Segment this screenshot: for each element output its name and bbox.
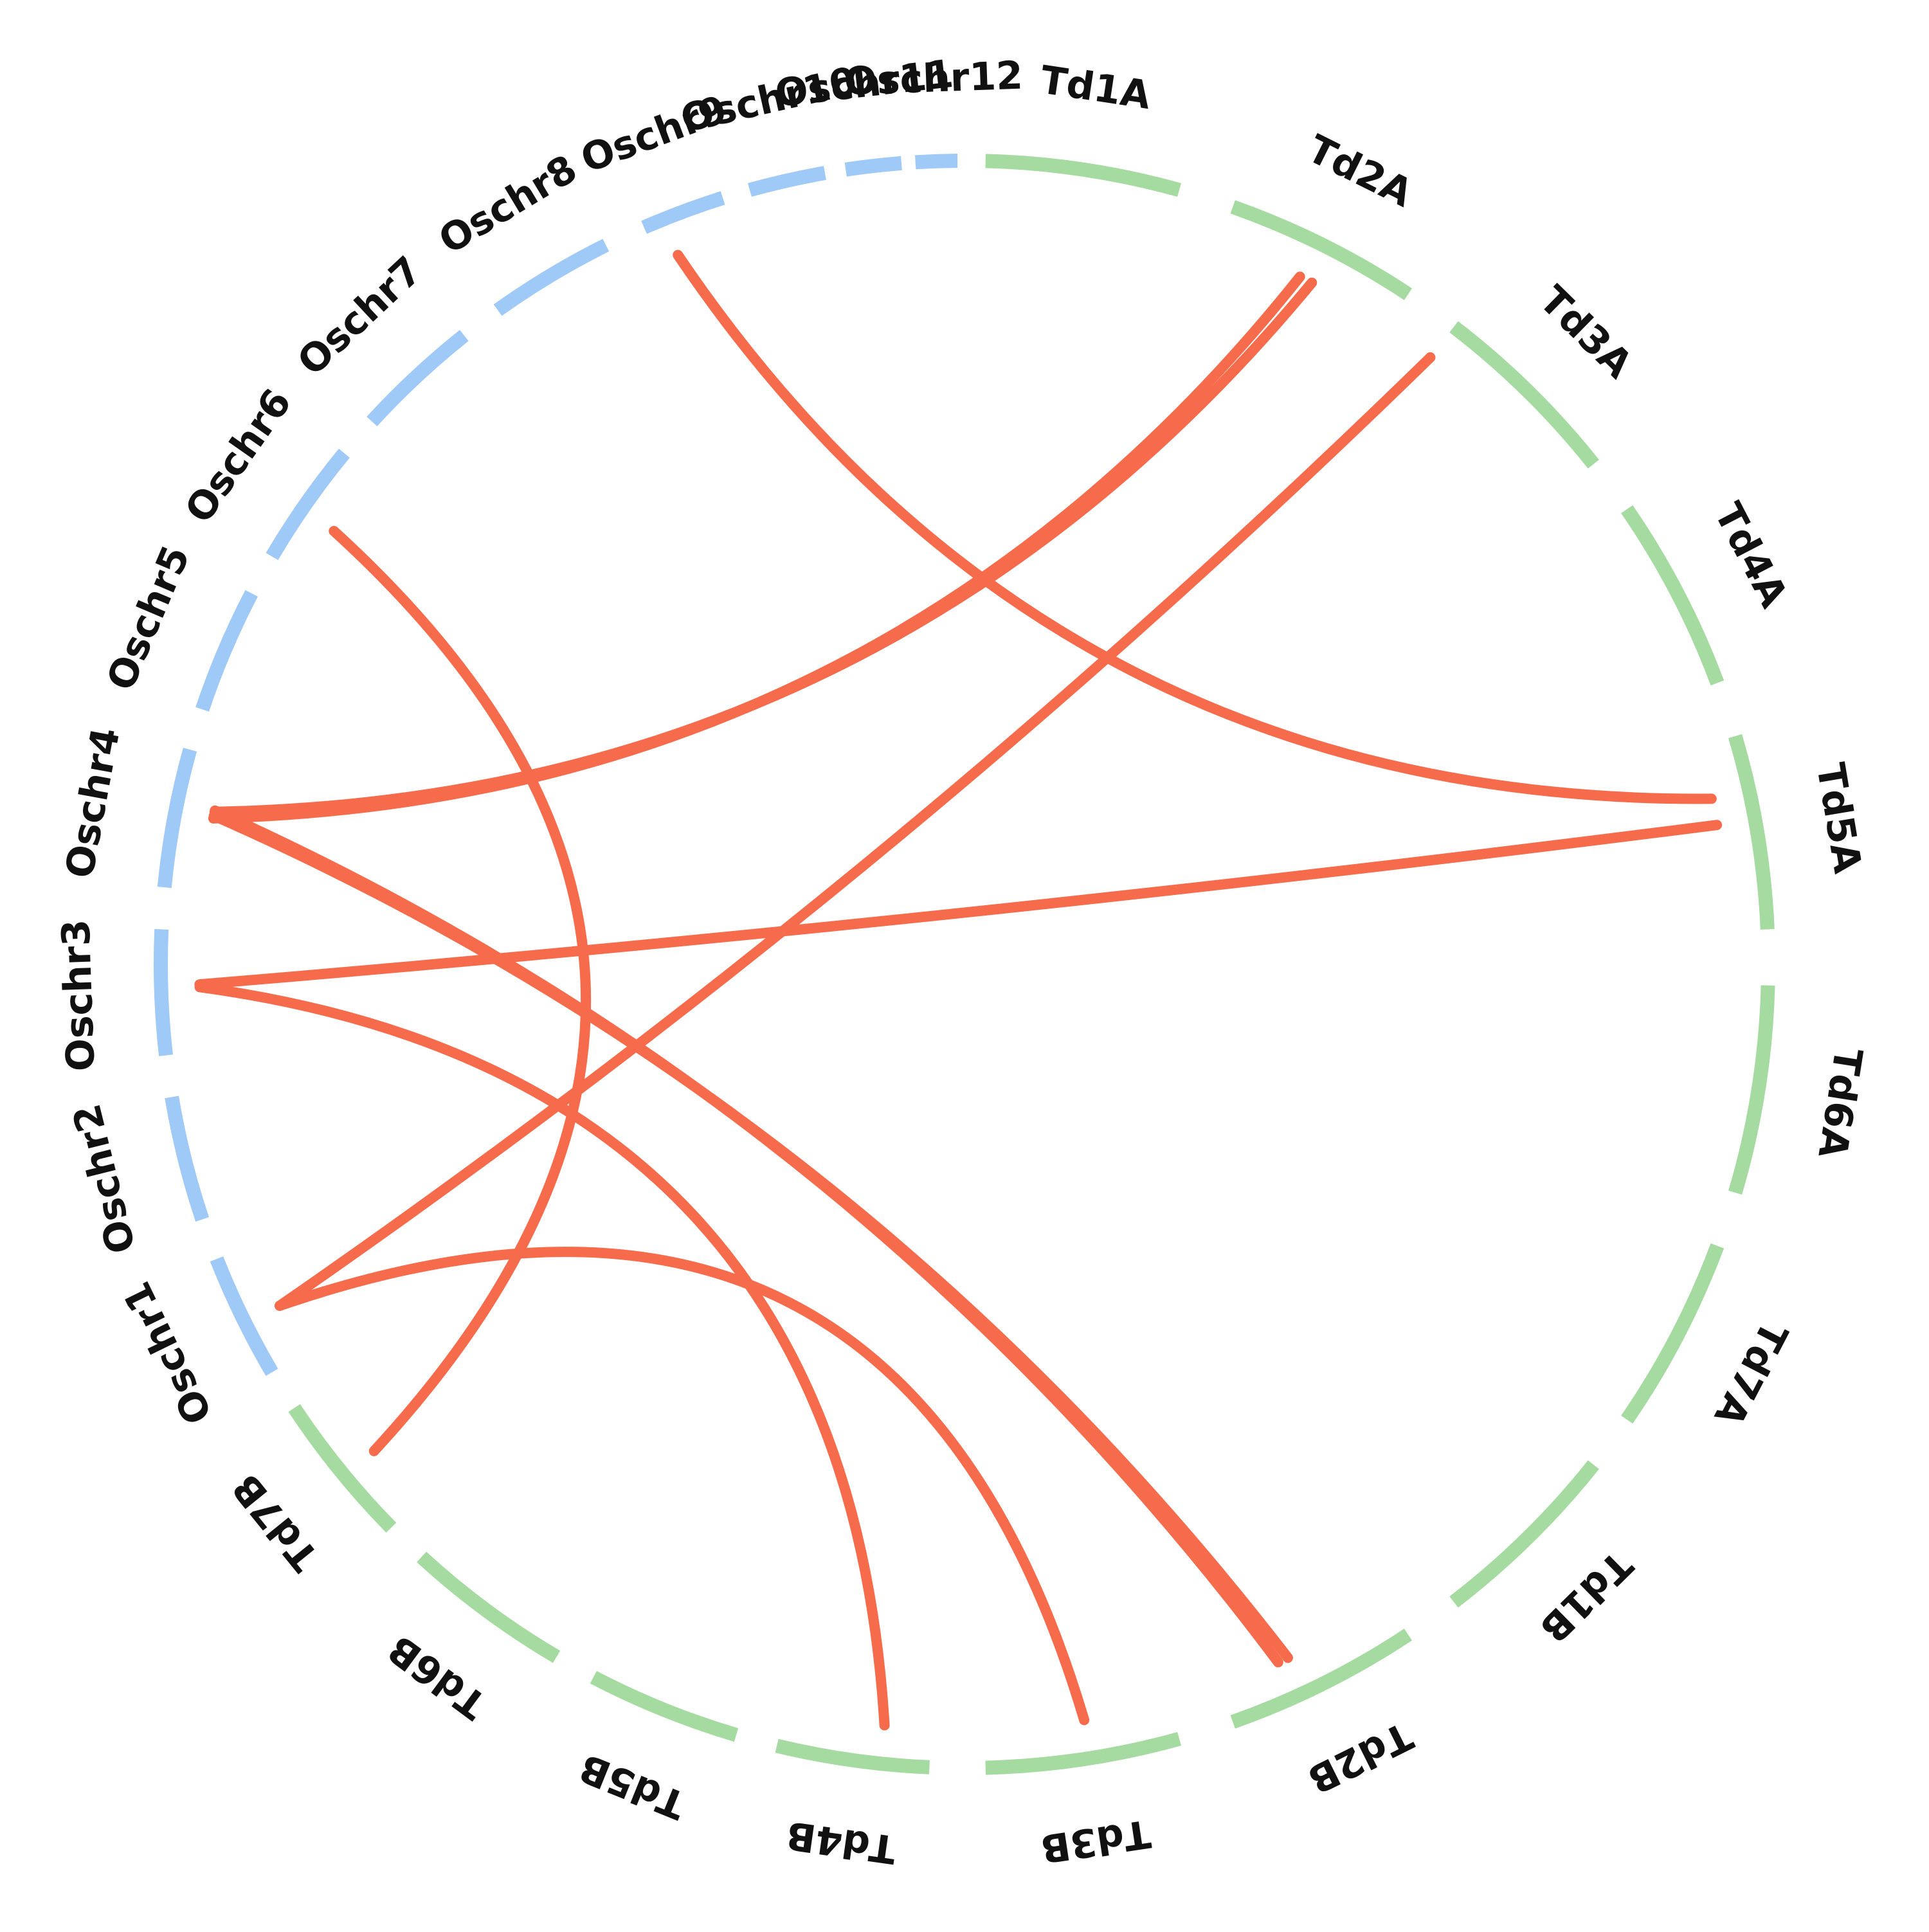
synteny-link-oschr6-td7b — [329, 525, 592, 1456]
synteny-link-oschr1-td3b — [275, 1247, 1090, 1726]
chromosome-segment-td7a — [1621, 1243, 1725, 1424]
chromosome-label-td3b: Td3B — [1038, 1810, 1154, 1872]
chromosome-label-oschr1: Oschr1 — [114, 1275, 222, 1431]
chromosome-segment-td2a — [1230, 200, 1412, 300]
chromosome-label-oschr8: Oschr8 — [431, 147, 585, 264]
synteny-link-oschr4-td2a — [209, 277, 1318, 817]
chromosome-segment-td7b — [288, 1404, 397, 1533]
chromosome-segment-oschr3 — [154, 929, 173, 1056]
synteny-link-oschr3-td5a — [194, 820, 1723, 990]
chromosome-segment-oschr7 — [367, 330, 469, 426]
chromosome-segment-oschr9 — [641, 191, 725, 234]
chromosome-segment-oschr11 — [844, 156, 902, 177]
chromosome-label-oschr12: Oschr12 — [844, 53, 1024, 105]
chromosome-segment-td1a — [985, 154, 1181, 197]
chromosome-segment-oschr12 — [915, 154, 958, 170]
chromosome-label-td6b: Td6B — [379, 1626, 494, 1728]
chromosome-segments — [154, 154, 1775, 1775]
chromosome-label-oschr4: Oschr4 — [57, 724, 129, 881]
chromosome-label-oschr3: Oschr3 — [53, 919, 104, 1072]
chromosome-segment-td4b — [775, 1738, 930, 1774]
chromosome-segment-oschr5 — [195, 590, 258, 712]
chromosome-label-td7b: Td7B — [224, 1465, 328, 1579]
chromosome-segment-oschr8 — [493, 239, 610, 316]
chromosome-segment-oschr6 — [266, 448, 350, 561]
chromosome-segment-td3b — [985, 1731, 1181, 1775]
chromosome-label-td5b: Td5B — [573, 1744, 692, 1827]
synteny-link-oschr9-td5a — [673, 249, 1717, 804]
chromosome-segment-td5b — [590, 1671, 739, 1742]
chromosome-label-td1a: Td1A — [1037, 57, 1154, 118]
chromosome-segment-oschr10 — [748, 166, 826, 197]
synteny-link-oschr4-td2b — [210, 805, 1283, 1668]
chromosome-label-oschr7: Oschr7 — [289, 248, 431, 384]
chromosome-segment-oschr2 — [165, 1096, 210, 1222]
chromosome-label-td5a: Td5A — [1807, 760, 1870, 877]
chromosome-segment-oschr4 — [157, 748, 197, 889]
synteny-link-oschr3-td4b — [194, 982, 890, 1731]
chromosome-segment-td2b — [1230, 1629, 1412, 1729]
chromosome-segment-td6b — [417, 1551, 561, 1663]
chromosome-labels: Td1A Td2A Td3A Td4A Td5A Td6A Td7A Td1B Td2B Td3B… — [53, 51, 1870, 1872]
synteny-links — [194, 249, 1723, 1731]
chromosome-label-oschr2: Oschr2 — [64, 1099, 145, 1258]
chromosome-label-oschr5: Oschr5 — [98, 539, 199, 697]
synteny-link-oschr1-td3a — [275, 352, 1436, 1311]
chromosome-label-td2b: Td2B — [1301, 1713, 1420, 1802]
chromosome-label-td4b: Td4B — [783, 1812, 898, 1872]
chromosome-label-oschr6: Oschr6 — [176, 381, 300, 532]
chromosome-label-td3a: Td3A — [1530, 278, 1641, 388]
chromosome-segment-td1b — [1449, 1460, 1599, 1608]
chromosome-segment-oschr1 — [210, 1256, 278, 1377]
chromosome-segment-td5a — [1728, 734, 1775, 930]
chromosome-segment-td3a — [1449, 321, 1599, 469]
chromosome-label-td4a: Td4A — [1705, 496, 1797, 615]
chromosome-segment-td6a — [1728, 985, 1775, 1195]
chromosome-label-td7a: Td7A — [1705, 1314, 1797, 1433]
chromosome-label-td2a: Td2A — [1300, 127, 1420, 217]
chromosome-segment-td4a — [1621, 505, 1725, 686]
chromosome-label-td6a: Td6A — [1809, 1045, 1870, 1161]
chromosome-label-td1b: Td1B — [1530, 1542, 1640, 1651]
